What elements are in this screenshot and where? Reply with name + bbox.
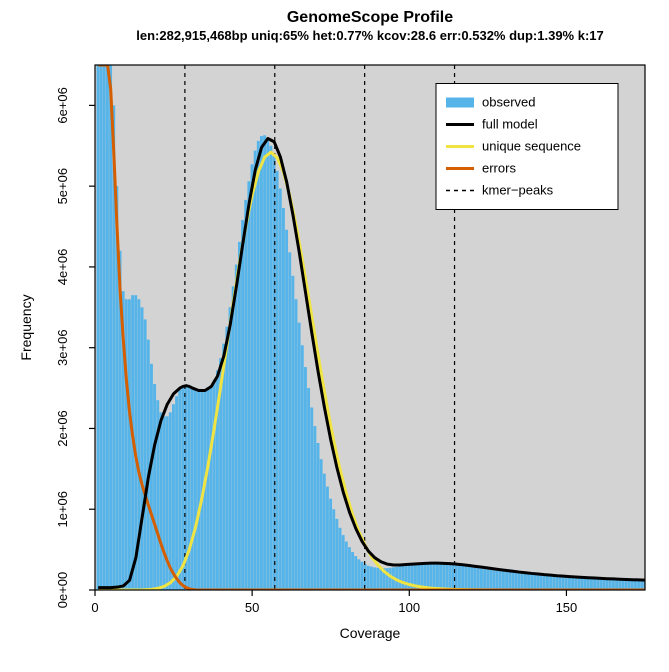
y-tick-label: 0e+00 [55, 572, 70, 609]
x-tick-label: 0 [91, 600, 98, 615]
y-tick-label: 3e+06 [55, 329, 70, 366]
chart-title: GenomeScope Profile [287, 9, 453, 26]
x-tick-label: 50 [245, 600, 259, 615]
x-axis-label: Coverage [340, 625, 401, 641]
legend-label: full model [482, 117, 538, 132]
legend-label: kmer−peaks [482, 183, 554, 198]
genomescope-chart: 0 50 100 150 0e+00 1e+06 2e+06 3e+06 4e+06 5e+06 6… [0, 0, 669, 672]
y-tick-label: 1e+06 [55, 491, 70, 528]
legend-label: observed [482, 95, 535, 110]
chart-svg: 0 50 100 150 0e+00 1e+06 2e+06 3e+06 4e+06 5e+06 6… [0, 0, 669, 672]
y-tick-label: 6e+06 [55, 87, 70, 124]
y-tick-label: 5e+06 [55, 168, 70, 205]
legend: observed full model unique sequence errors k… [436, 84, 618, 210]
legend-label: unique sequence [482, 139, 581, 154]
legend-label: errors [482, 161, 516, 176]
y-axis-label: Frequency [18, 294, 34, 360]
x-tick-label: 150 [556, 600, 578, 615]
x-tick-label: 100 [398, 600, 420, 615]
chart-subtitle: len:282,915,468bp uniq:65% het:0.77% kco… [136, 28, 604, 43]
y-tick-label: 4e+06 [55, 249, 70, 286]
y-tick-label: 2e+06 [55, 410, 70, 447]
